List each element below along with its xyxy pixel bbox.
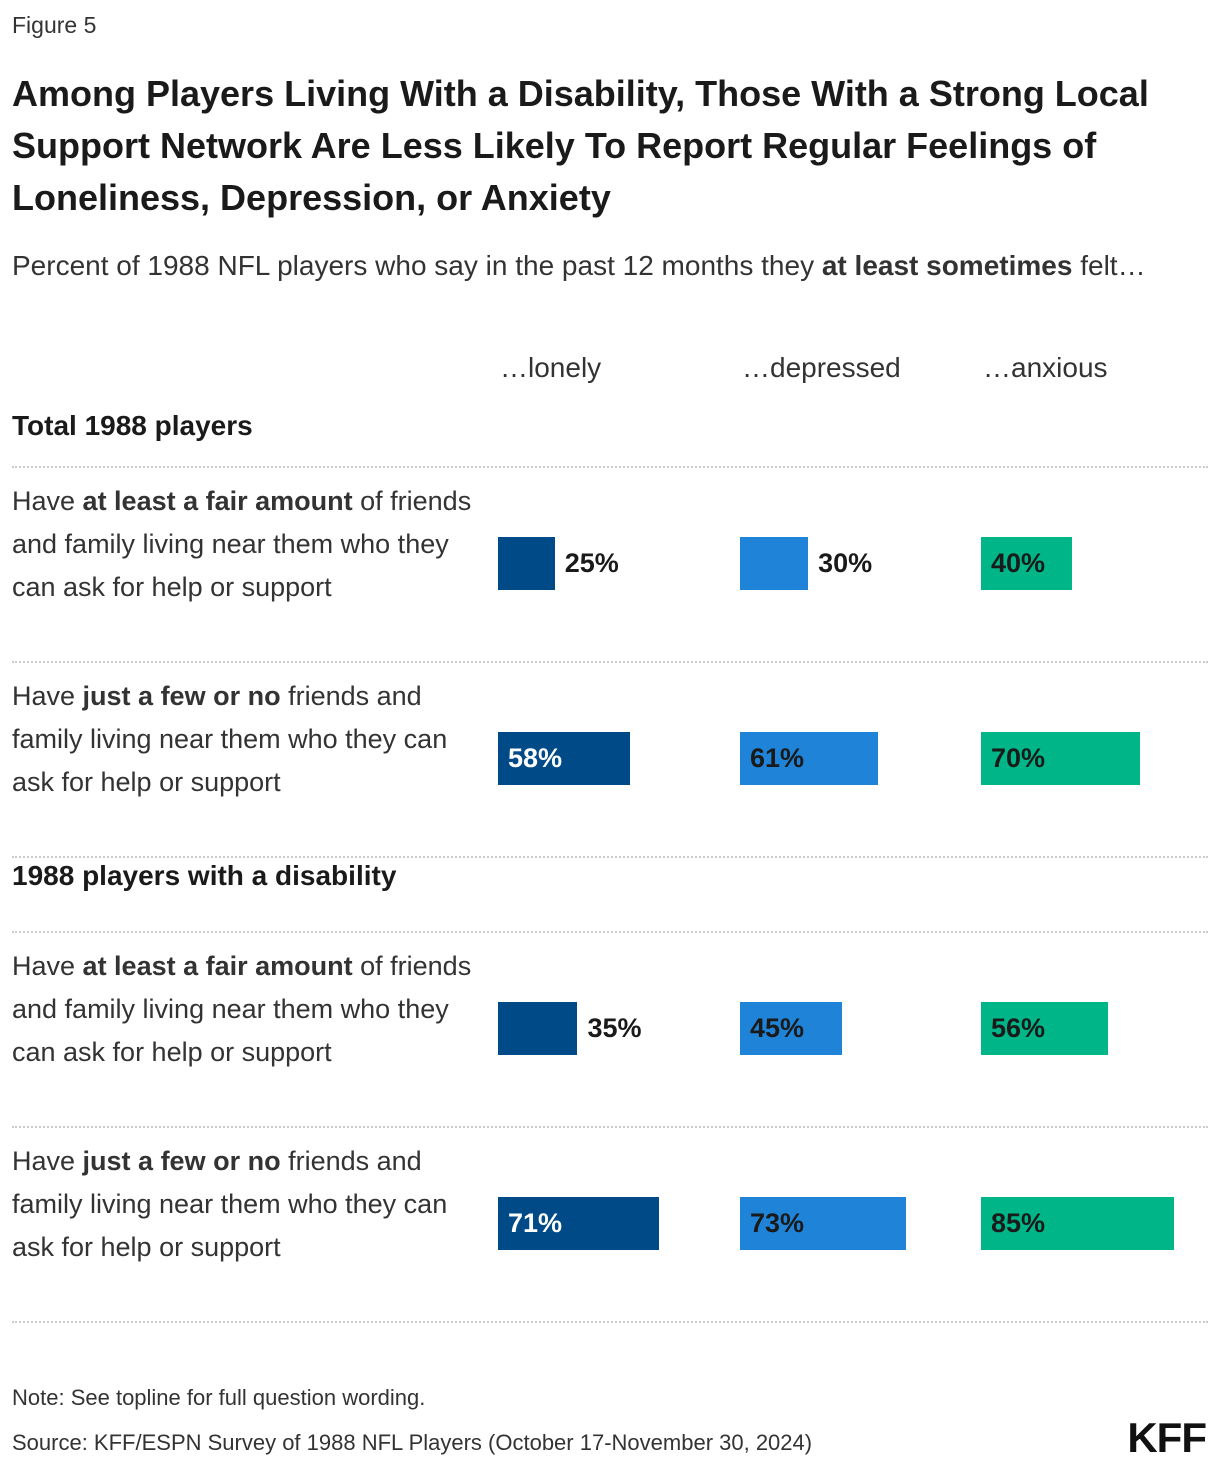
row-label: Have just a few or no friends and family… [12, 675, 487, 804]
value-label: 25% [564, 548, 619, 578]
bar [498, 1197, 660, 1250]
bar [498, 732, 630, 785]
bar [740, 537, 809, 590]
divider [12, 661, 1208, 663]
text-run: friends and family living near them who … [12, 681, 448, 797]
text-run: felt… [1072, 250, 1146, 281]
value-label: 85% [991, 1208, 1046, 1238]
bar [981, 732, 1140, 785]
text-run: at least sometimes [821, 250, 1073, 281]
divider [12, 1126, 1208, 1128]
text-run: Have [12, 486, 83, 516]
text-run: Have [12, 951, 83, 981]
value-label: 35% [587, 1013, 642, 1043]
value-label: 73% [750, 1208, 805, 1238]
value-label: 71% [508, 1208, 563, 1238]
group-header: Total 1988 players [12, 410, 253, 441]
value-label: 58% [508, 743, 563, 773]
text-run: Have [12, 681, 83, 711]
value-label: 70% [991, 743, 1046, 773]
logo: KFF [1127, 1414, 1207, 1461]
legend-label: …lonely [500, 352, 602, 383]
chart-title: Among Players Living With a Disability, … [12, 73, 1149, 218]
note: Note: See topline for full question word… [12, 1385, 426, 1410]
row-label: Have at least a fair amount of friends a… [12, 480, 487, 609]
bar [981, 1197, 1174, 1250]
chart-subtitle: Percent of 1988 NFL players who say in t… [12, 244, 1162, 288]
bar [740, 1002, 843, 1055]
figure-label: Figure 5 [12, 12, 97, 38]
value-label: 45% [750, 1013, 805, 1043]
bar [740, 1197, 906, 1250]
text-run: just a few or no [82, 681, 281, 711]
source: Source: KFF/ESPN Survey of 1988 NFL Play… [12, 1430, 813, 1455]
value-label: 40% [991, 548, 1046, 578]
text-run: Percent of 1988 NFL players who say in t… [12, 250, 822, 281]
bar [498, 537, 555, 590]
divider [12, 931, 1208, 933]
text-run: friends and family living near them who … [12, 1146, 448, 1262]
value-label: 30% [818, 548, 873, 578]
row-label: Have at least a fair amount of friends a… [12, 945, 487, 1074]
divider [12, 466, 1208, 468]
bar [740, 732, 879, 785]
bar [981, 537, 1072, 590]
text-run: of friends and family living near them w… [12, 951, 472, 1067]
text-run: at least a fair amount [82, 486, 353, 516]
text-run: just a few or no [82, 1146, 281, 1176]
value-label: 56% [991, 1013, 1046, 1043]
bar [981, 1002, 1109, 1055]
text-run: Have [12, 1146, 83, 1176]
legend-label: …anxious [983, 352, 1108, 383]
text-run: at least a fair amount [82, 951, 353, 981]
group-header: 1988 players with a disability [12, 860, 397, 891]
value-label: 61% [750, 743, 805, 773]
divider [12, 1321, 1208, 1323]
text-run: of friends and family living near them w… [12, 486, 472, 602]
divider [12, 856, 1208, 858]
legend-label: …depressed [742, 352, 901, 383]
bar [498, 1002, 578, 1055]
row-label: Have just a few or no friends and family… [12, 1140, 487, 1269]
